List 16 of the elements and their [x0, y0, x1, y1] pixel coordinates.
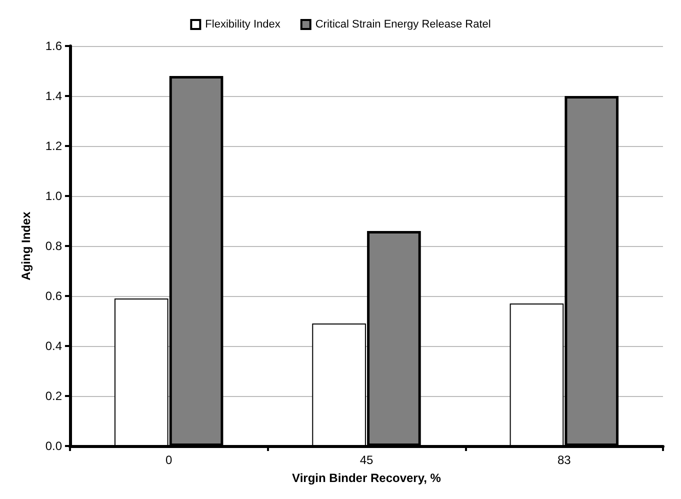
legend-label: Critical Strain Energy Release Ratel — [315, 18, 491, 30]
x-axis-title: Virgin Binder Recovery, % — [292, 471, 442, 485]
legend-label: Flexibility Index — [205, 18, 281, 30]
y-tick-label: 0.2 — [45, 389, 62, 403]
y-tick-label: 1.0 — [45, 189, 62, 203]
x-tick-label: 45 — [360, 453, 374, 467]
x-tick-label: 0 — [165, 453, 172, 467]
y-tick-label: 0.8 — [45, 239, 62, 253]
y-tick-label: 0.0 — [45, 439, 62, 453]
y-tick-label: 0.6 — [45, 289, 62, 303]
y-axis-title: Aging Index — [19, 211, 33, 280]
y-tick-label: 1.4 — [45, 89, 62, 103]
y-tick-label: 1.2 — [45, 139, 62, 153]
x-tick-label: 83 — [557, 453, 572, 467]
y-tick-label: 0.4 — [45, 339, 62, 353]
y-tick-label: 1.6 — [45, 39, 62, 53]
